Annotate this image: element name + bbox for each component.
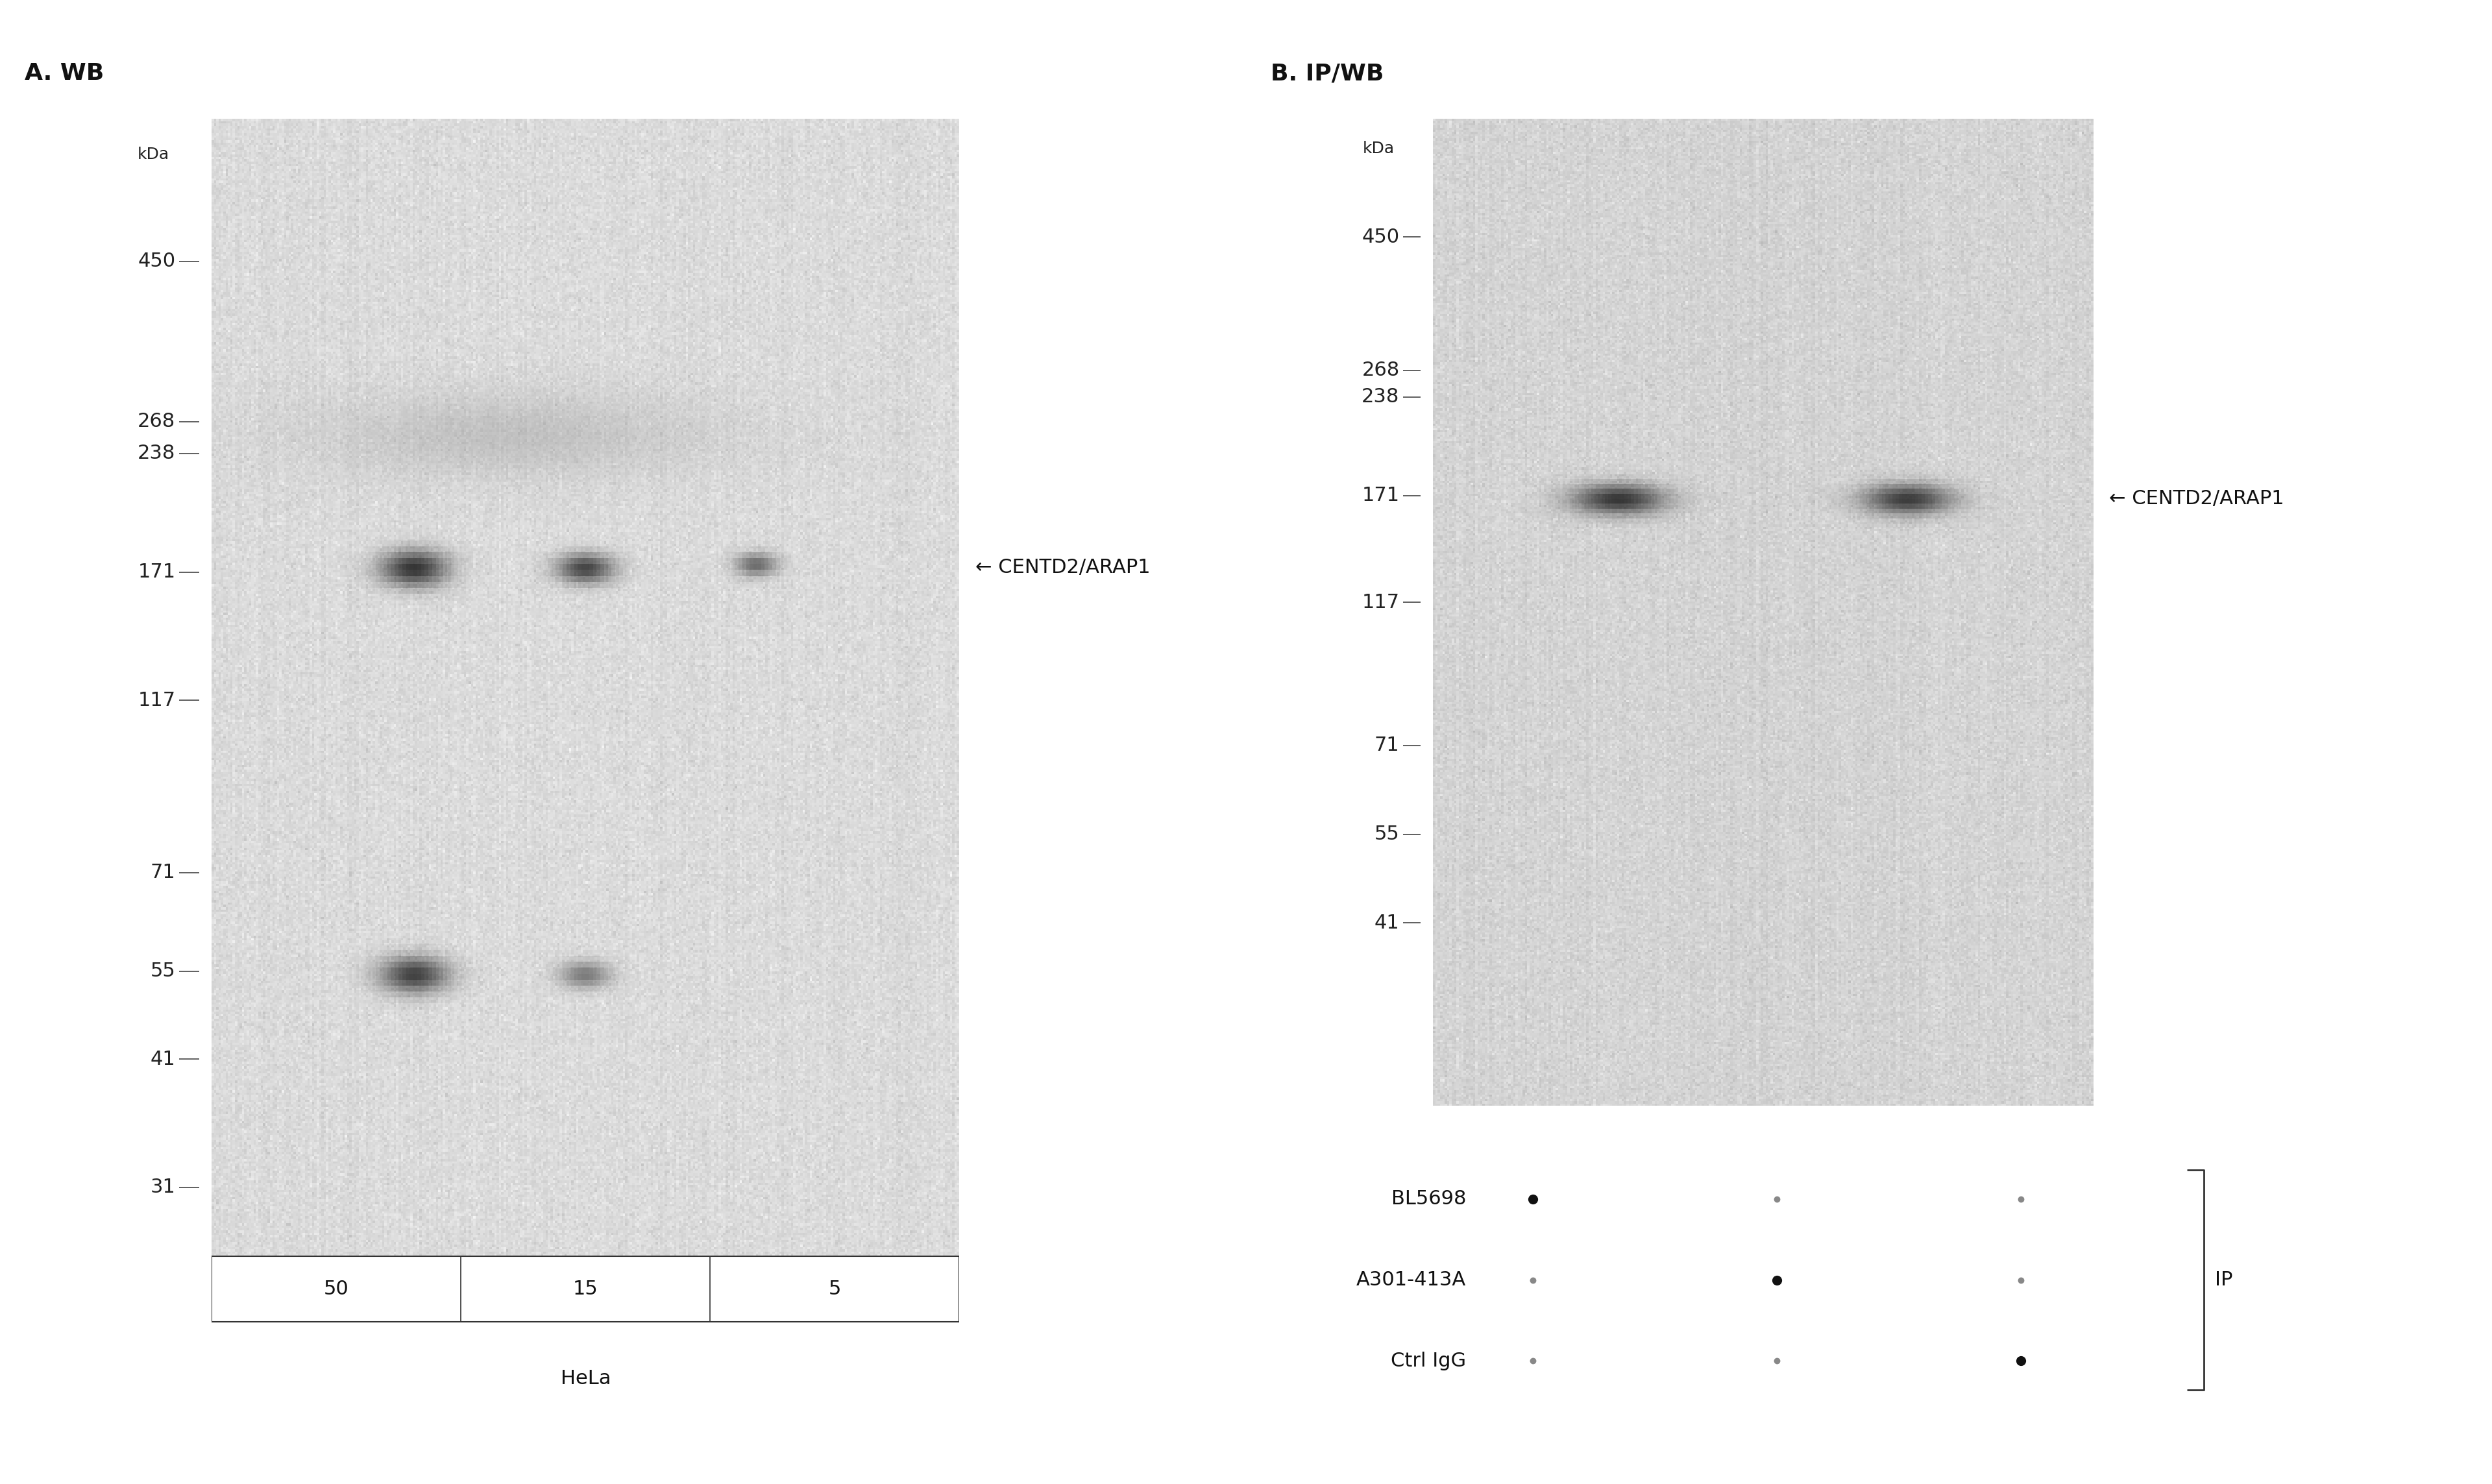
Point bbox=[2001, 1267, 2041, 1291]
Text: kDa: kDa bbox=[137, 147, 169, 162]
Point bbox=[1513, 1187, 1553, 1211]
Point bbox=[2001, 1349, 2041, 1373]
Text: 117: 117 bbox=[1361, 594, 1401, 611]
Text: 450: 450 bbox=[1361, 227, 1401, 246]
Text: ← CENTD2/ARAP1: ← CENTD2/ARAP1 bbox=[2108, 490, 2285, 508]
Text: 41: 41 bbox=[1376, 914, 1401, 932]
Text: IP: IP bbox=[2215, 1270, 2233, 1290]
Text: 238: 238 bbox=[1361, 387, 1401, 407]
Text: 117: 117 bbox=[137, 692, 174, 709]
Text: 5: 5 bbox=[827, 1279, 842, 1298]
Text: Ctrl IgG: Ctrl IgG bbox=[1391, 1352, 1465, 1370]
Text: 55: 55 bbox=[150, 962, 174, 981]
Text: kDa: kDa bbox=[1363, 141, 1393, 156]
Text: 31: 31 bbox=[150, 1178, 174, 1196]
Text: BL5698: BL5698 bbox=[1391, 1190, 1465, 1208]
Point bbox=[1513, 1349, 1553, 1373]
Text: 55: 55 bbox=[1376, 825, 1401, 843]
Bar bbox=[212, 1255, 959, 1321]
Point bbox=[2001, 1187, 2041, 1211]
Point bbox=[1757, 1187, 1797, 1211]
Text: 268: 268 bbox=[137, 413, 174, 430]
Text: 171: 171 bbox=[137, 562, 174, 582]
Text: 171: 171 bbox=[1361, 487, 1401, 505]
Text: HeLa: HeLa bbox=[561, 1370, 611, 1388]
Text: 15: 15 bbox=[573, 1279, 598, 1298]
Text: 50: 50 bbox=[324, 1279, 349, 1298]
Text: 238: 238 bbox=[137, 444, 174, 463]
Text: 71: 71 bbox=[1376, 736, 1401, 755]
Text: 268: 268 bbox=[1361, 361, 1401, 380]
Text: A301-413A: A301-413A bbox=[1356, 1270, 1465, 1290]
Point bbox=[1513, 1267, 1553, 1291]
Point bbox=[1757, 1349, 1797, 1373]
Text: B. IP/WB: B. IP/WB bbox=[1271, 62, 1383, 85]
Text: 41: 41 bbox=[150, 1049, 174, 1068]
Point bbox=[1757, 1267, 1797, 1291]
Text: A. WB: A. WB bbox=[25, 62, 105, 85]
Text: 450: 450 bbox=[137, 252, 174, 270]
Text: 71: 71 bbox=[150, 864, 174, 881]
Text: ← CENTD2/ARAP1: ← CENTD2/ARAP1 bbox=[974, 558, 1151, 577]
